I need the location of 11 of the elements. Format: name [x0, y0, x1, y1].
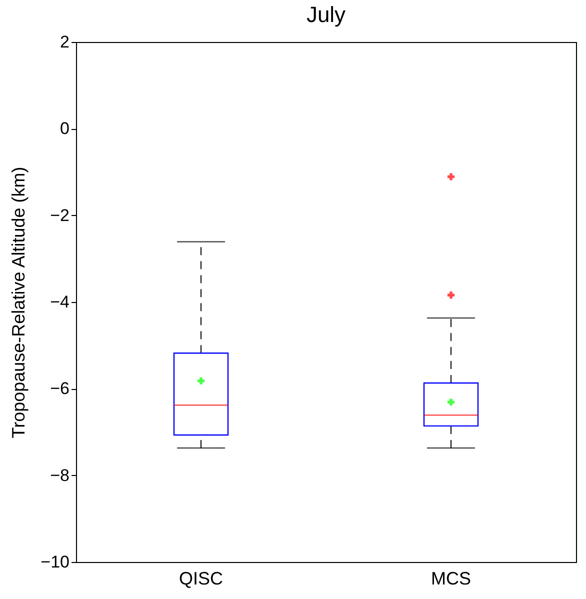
x-tick-label: QISC [178, 568, 224, 588]
x-tick-label: MCS [431, 568, 471, 588]
y-tick-label: −10 [40, 552, 70, 572]
y-tick-label: 2 [60, 32, 70, 52]
y-tick-label: 0 [60, 119, 70, 138]
y-axis-title: Tropopause-Relative Altitude (km) [8, 166, 29, 438]
y-tick-label: −8 [50, 466, 70, 485]
chart-title: July [306, 2, 346, 27]
y-tick-label: −2 [50, 206, 70, 225]
y-tick-label: −4 [50, 292, 70, 312]
y-tick-label: −6 [50, 379, 70, 398]
